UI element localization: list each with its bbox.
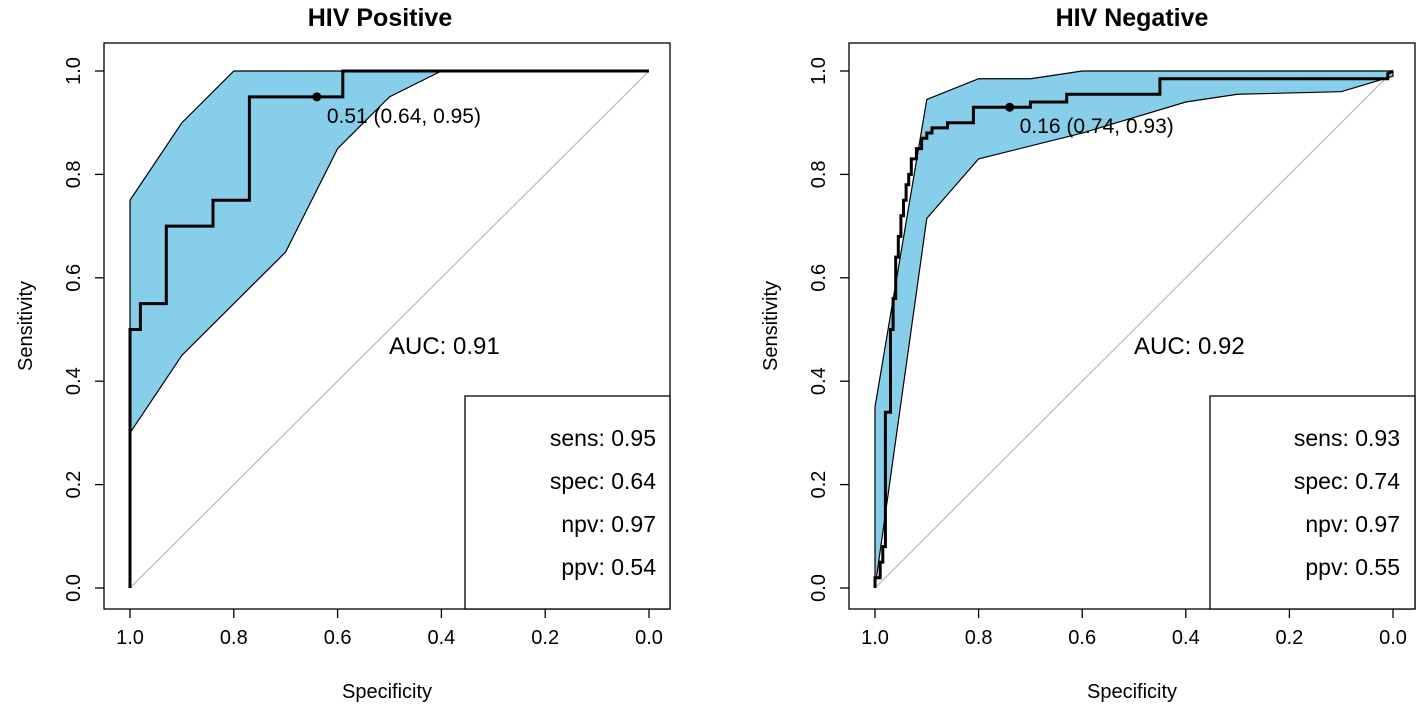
chart-title: HIV Positive — [308, 4, 453, 32]
legend-entry: sens: 0.93 — [1294, 425, 1400, 451]
x-tick-label: 0.4 — [427, 627, 455, 649]
roc-curve — [873, 69, 1394, 588]
legend-entry: sens: 0.95 — [550, 425, 656, 451]
metrics-legend-box — [1209, 395, 1416, 610]
y-tick-label: 0.2 — [808, 471, 830, 499]
y-tick-label: 0.4 — [63, 367, 85, 395]
chart-title: HIV Negative — [1056, 4, 1209, 32]
plot-frame — [848, 42, 1416, 610]
reference-diagonal — [874, 70, 1394, 589]
y-axis-label: Sensitivity — [15, 281, 37, 371]
best-threshold-point — [1005, 102, 1015, 112]
x-tick-label: 0.0 — [635, 627, 663, 649]
legend-entry: spec: 0.64 — [550, 468, 656, 494]
y-tick-label: 0.8 — [808, 160, 830, 188]
legend-entry: ppv: 0.54 — [561, 554, 656, 580]
x-tick-label: 0.4 — [1172, 627, 1200, 649]
y-tick-label: 0.2 — [63, 471, 85, 499]
y-tick-label: 0.0 — [808, 574, 830, 602]
roc-panel-2: 0.16 (0.74, 0.93) AUC: 0.92 1.0 0.8 0.6 0.4 0.… — [760, 4, 1416, 703]
y-tick-label: 0.8 — [63, 160, 85, 188]
x-tick-label: 0.0 — [1379, 627, 1407, 649]
x-tick-label: 0.6 — [1068, 627, 1096, 649]
y-axis-label: Sensitivity — [760, 281, 782, 371]
auc-label: AUC: 0.91 — [389, 333, 500, 360]
x-tick-label: 0.8 — [965, 627, 993, 649]
x-tick-label: 0.2 — [531, 627, 559, 649]
x-axis-label: Specificity — [342, 681, 432, 703]
y-tick-label: 1.0 — [63, 57, 85, 85]
best-threshold-label: 0.51 (0.64, 0.95) — [327, 105, 481, 128]
y-tick-label: 0.0 — [63, 574, 85, 602]
legend-entry: npv: 0.97 — [1305, 511, 1400, 537]
legend-entry: npv: 0.97 — [561, 511, 656, 537]
x-axis-label: Specificity — [1087, 681, 1177, 703]
roc-curve — [128, 69, 649, 588]
best-threshold-point — [312, 92, 322, 102]
x-tick-label: 0.2 — [1275, 627, 1303, 649]
x-tick-label: 1.0 — [116, 627, 144, 649]
y-tick-label: 1.0 — [808, 57, 830, 85]
reference-diagonal — [129, 70, 650, 589]
plot-frame — [103, 42, 671, 610]
y-tick-label: 0.6 — [808, 264, 830, 292]
auc-label: AUC: 0.92 — [1134, 333, 1245, 360]
ci-band — [874, 70, 1394, 589]
y-tick-label: 0.6 — [63, 264, 85, 292]
legend-entry: spec: 0.74 — [1294, 468, 1400, 494]
roc-panel-1: 0.51 (0.64, 0.95) AUC: 0.91 1.0 0.8 0.6 0.4 0.… — [15, 4, 671, 703]
legend-entry: ppv: 0.55 — [1305, 554, 1400, 580]
x-tick-label: 0.6 — [324, 627, 352, 649]
metrics-legend-box — [464, 395, 671, 610]
y-tick-label: 0.4 — [808, 367, 830, 395]
x-tick-label: 0.8 — [220, 627, 248, 649]
best-threshold-label: 0.16 (0.74, 0.93) — [1020, 115, 1174, 138]
x-tick-label: 1.0 — [861, 627, 889, 649]
